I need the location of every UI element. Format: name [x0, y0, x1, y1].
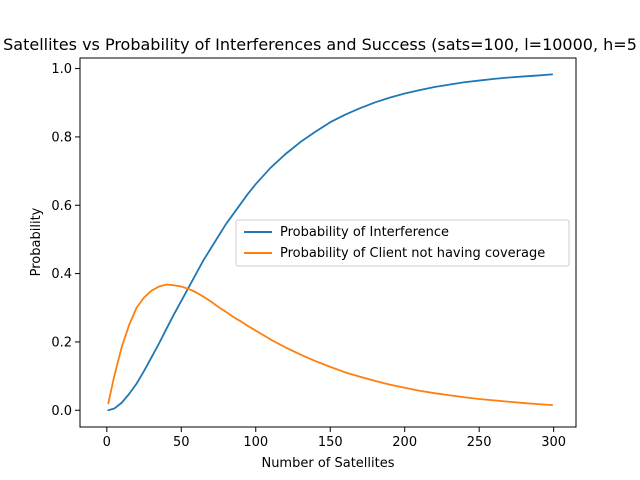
y-tick-label: 0.6 [51, 199, 72, 214]
y-tick-label: 0.0 [51, 404, 72, 419]
legend-label-interference: Probability of Interference [280, 225, 449, 240]
x-tick-label: 150 [318, 435, 343, 450]
plot-area [79, 57, 577, 428]
x-tick-label: 300 [541, 435, 566, 450]
plot-frame [79, 57, 577, 428]
y-tick-label: 0.2 [51, 335, 72, 350]
y-tick-label: 0.4 [51, 267, 72, 282]
series-line-no-coverage [107, 283, 554, 407]
x-axis: 0 50 100 150 200 250 300 [103, 427, 566, 450]
x-axis-label: Number of Satellites [261, 456, 394, 471]
x-tick-label: 0 [103, 435, 111, 450]
legend: Probability of Interference Probability … [235, 219, 570, 267]
y-axis: 0.0 0.2 0.4 0.6 0.8 1.0 [51, 62, 80, 419]
y-tick-label: 0.8 [51, 130, 72, 145]
legend-box [235, 219, 570, 267]
x-tick-label: 200 [392, 435, 417, 450]
y-axis-label: Probability [29, 207, 44, 276]
legend-label-no-coverage: Probability of Client not having coverag… [280, 246, 545, 261]
x-tick-label: 250 [467, 435, 492, 450]
chart-title: Satellites vs Probability of Interferenc… [3, 35, 637, 54]
x-tick-label: 100 [243, 435, 268, 450]
y-tick-label: 1.0 [51, 62, 72, 77]
series-line-interference [107, 73, 554, 412]
x-tick-label: 50 [173, 435, 190, 450]
